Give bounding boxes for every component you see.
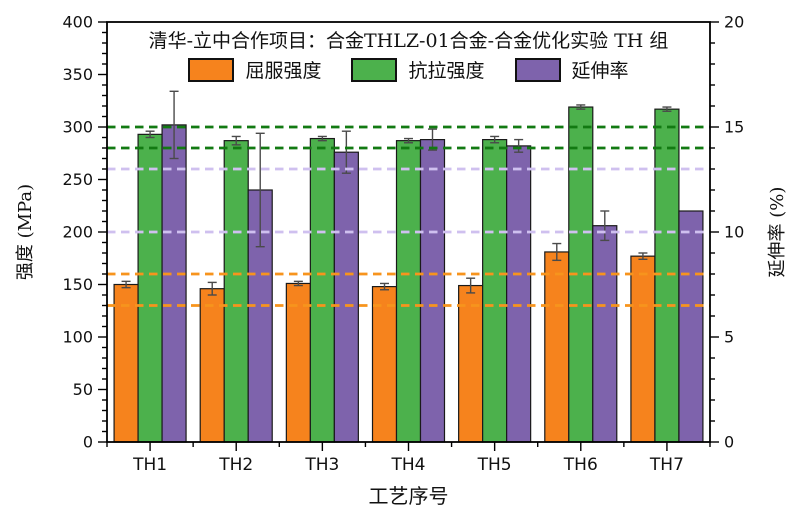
legend-label-yield-strength: 屈服强度 bbox=[245, 60, 322, 82]
bar-tensile-strength-th2 bbox=[223, 140, 249, 443]
left-axis-tick-label: 300 bbox=[62, 118, 93, 137]
bar-elongation-th5 bbox=[506, 145, 532, 443]
legend: 屈服强度 抗拉强度 延伸率 bbox=[107, 56, 710, 83]
right-axis-tick-label: 20 bbox=[724, 13, 744, 32]
right-axis-tick-label: 0 bbox=[724, 433, 734, 452]
legend-label-tensile-strength: 抗拉强度 bbox=[408, 60, 485, 82]
bar-yield-strength-th3 bbox=[285, 282, 311, 443]
right-axis-tick-label: 10 bbox=[724, 223, 744, 242]
legend-item-tensile-strength: 抗拉强度 bbox=[351, 56, 485, 83]
bar-yield-strength-th6 bbox=[544, 251, 570, 443]
bar-elongation-th6 bbox=[592, 225, 618, 443]
left-axis-tick-label: 250 bbox=[62, 170, 93, 189]
bar-tensile-strength-th3 bbox=[309, 137, 335, 443]
x-axis-tick-label: TH5 bbox=[477, 455, 512, 475]
legend-label-elongation: 延伸率 bbox=[571, 60, 629, 82]
bar-elongation-th7 bbox=[678, 210, 704, 443]
x-axis-tick-label: TH1 bbox=[132, 455, 167, 475]
legend-swatch-yield-strength bbox=[188, 57, 235, 82]
x-axis-tick-label: TH6 bbox=[563, 455, 598, 475]
bar-yield-strength-th4 bbox=[371, 286, 398, 443]
bar-elongation-th3 bbox=[333, 151, 359, 443]
right-axis-tick-label: 15 bbox=[724, 118, 744, 137]
x-axis-tick-label: TH3 bbox=[304, 455, 339, 475]
right-axis-title: 延伸率 (%) bbox=[767, 186, 788, 278]
left-axis-tick-label: 150 bbox=[62, 275, 93, 294]
bar-tensile-strength-th4 bbox=[395, 140, 422, 443]
x-axis-title: 工艺序号 bbox=[368, 484, 449, 508]
legend-swatch-tensile-strength bbox=[351, 57, 398, 82]
left-axis-tick-label: 400 bbox=[62, 13, 93, 32]
x-axis-tick-label: TH2 bbox=[218, 455, 253, 475]
bar-yield-strength-th1 bbox=[113, 283, 139, 443]
legend-item-yield-strength: 屈服强度 bbox=[188, 56, 321, 83]
left-axis-tick-label: 0 bbox=[83, 433, 93, 452]
x-axis-tick-label: TH7 bbox=[649, 455, 684, 475]
legend-swatch-elongation bbox=[514, 57, 561, 82]
bar-yield-strength-th5 bbox=[458, 284, 484, 443]
left-axis-tick-label: 100 bbox=[62, 328, 93, 347]
left-axis-tick-label: 50 bbox=[73, 380, 93, 399]
bar-yield-strength-th2 bbox=[199, 288, 225, 443]
bar-tensile-strength-th1 bbox=[137, 133, 163, 443]
bar-yield-strength-th7 bbox=[630, 255, 656, 443]
x-axis-tick-label: TH4 bbox=[391, 455, 426, 475]
left-axis-title: 强度 (MPa) bbox=[15, 183, 36, 281]
left-axis-tick-label: 200 bbox=[62, 223, 93, 242]
bar-tensile-strength-th5 bbox=[482, 139, 508, 443]
bar-elongation-th1 bbox=[161, 124, 187, 443]
bar-tensile-strength-th7 bbox=[654, 108, 680, 443]
legend-item-elongation: 延伸率 bbox=[514, 56, 629, 83]
left-axis-tick-label: 350 bbox=[62, 65, 93, 84]
right-axis-tick-label: 5 bbox=[724, 328, 734, 347]
bar-elongation-th4 bbox=[419, 139, 446, 443]
chart-title: 清华-立中合作项目：合金THLZ-01合金-合金优化实验 TH 组 bbox=[148, 30, 669, 52]
